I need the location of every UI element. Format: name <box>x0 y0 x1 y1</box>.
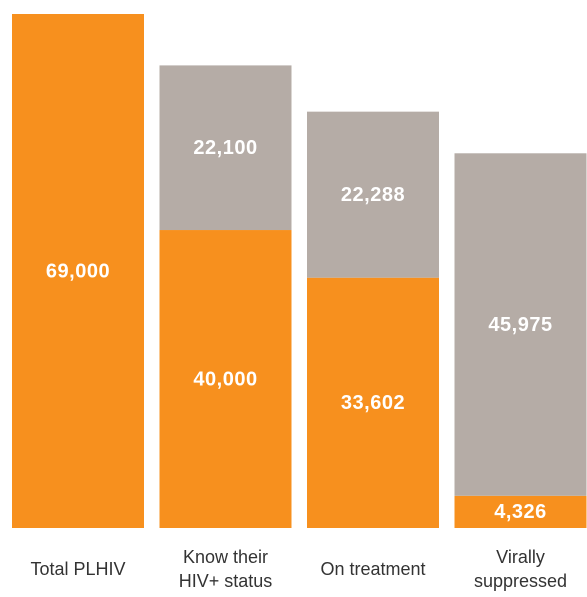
value-label: 45,975 <box>488 314 552 336</box>
value-label: 4,326 <box>494 501 547 523</box>
x-tick-label: Total PLHIV <box>30 558 126 579</box>
value-label: 33,602 <box>341 392 405 414</box>
bar-segment <box>159 65 292 231</box>
bar-segment <box>159 230 292 528</box>
bar-segment <box>307 277 439 528</box>
x-tick-label: Virally suppressed <box>473 546 568 591</box>
bar-segment <box>454 495 587 528</box>
bar-segment <box>307 111 439 278</box>
bar-segment <box>454 153 587 496</box>
value-label: 69,000 <box>46 260 110 282</box>
x-tick-label: Know their HIV+ status <box>178 546 273 591</box>
x-tick-label: On treatment <box>320 558 426 579</box>
value-label: 40,000 <box>193 368 257 390</box>
value-label: 22,100 <box>193 137 257 159</box>
value-label: 22,288 <box>341 184 405 206</box>
bar-segment <box>12 14 144 528</box>
chart: 69,000 40,000 22,100 33,602 22,288 4,326 45,97… <box>12 14 587 528</box>
